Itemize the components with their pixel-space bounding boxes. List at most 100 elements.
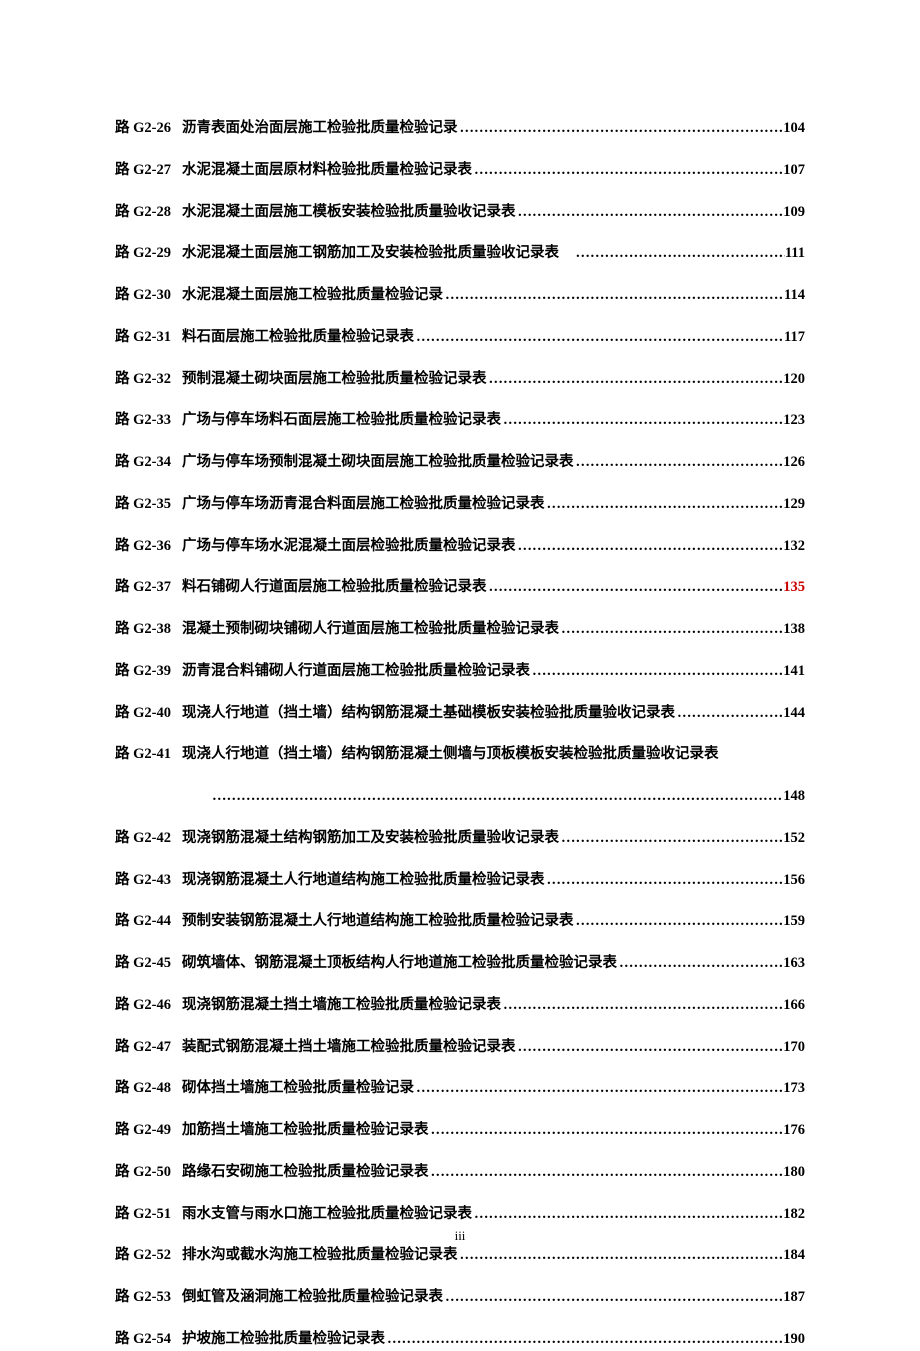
entry-code: 路 G2-31 [115,327,182,349]
entry-title: 料石铺砌人行道面层施工检验批质量检验记录表 [182,577,487,599]
entry-leader-dots: …………………………………………………………………………………………………………… [443,1287,783,1309]
toc-entry: 路 G2-49加筋挡土墙施工检验批质量检验记录表…………………………………………… [115,1120,805,1142]
entry-leader-dots: …………………………………………………………………………………………………………… [559,619,783,641]
toc-entry: 路 G2-43现浇钢筋混凝土人行地道结构施工检验批质量检验记录表……………………… [115,870,805,892]
toc-entry: 路 G2-38混凝土预制砌块铺砌人行道面层施工检验批质量检验记录表…………………… [115,619,805,641]
page-footer-number: iii [0,1228,920,1244]
entry-page-number: 104 [783,118,805,140]
toc-entry: 路 G2-42现浇钢筋混凝土结构钢筋加工及安装检验批质量验收记录表…………………… [115,828,805,850]
toc-entry: 路 G2-40现浇人行地道（挡土墙）结构钢筋混凝土基础模板安装检验批质量验收记录… [115,703,805,725]
entry-leader-dots: …………………………………………………………………………………………………………… [428,1120,783,1142]
toc-entry: 路 G2-31料石面层施工检验批质量检验记录表……………………………………………… [115,327,805,349]
entry-page-number: 123 [783,410,805,432]
toc-entry: 路 G2-45砌筑墙体、钢筋混凝土顶板结构人行地道施工检验批质量检验记录表………… [115,953,805,975]
entry-page-number: 114 [784,285,805,307]
entry-code: 路 G2-37 [115,577,182,599]
entry-leader-dots: …………………………………………………………………………………………………………… [501,410,783,432]
entry-code: 路 G2-45 [115,953,182,975]
entry-page-number: 107 [783,160,805,182]
entry-title: 预制混凝土砌块面层施工检验批质量检验记录表 [182,369,487,391]
toc-entry: 路 G2-48砌体挡土墙施工检验批质量检验记录……………………………………………… [115,1078,805,1100]
entry-page-number: 190 [783,1329,805,1351]
entry-leader-dots: …………………………………………………………………………………………………………… [457,1245,783,1267]
entry-title: 广场与停车场沥青混合料面层施工检验批质量检验记录表 [182,494,545,516]
toc-entry: 路 G2-26沥青表面处治面层施工检验批质量检验记录……………………………………… [115,118,805,140]
toc-entry: 路 G2-46现浇钢筋混凝土挡土墙施工检验批质量检验记录表……………………………… [115,995,805,1017]
entry-leader-dots: …………………………………………………………………………………………………………… [472,1204,783,1226]
entry-title: 水泥混凝土面层施工钢筋加工及安装检验批质量验收记录表 [182,243,574,265]
entry-code: 路 G2-43 [115,870,182,892]
entry-leader-dots: …………………………………………………………………………………………………………… [530,661,783,683]
entry-leader-dots: …………………………………………………………………………………………………………… [515,536,783,558]
entry-page-number: 166 [783,995,805,1017]
toc-entry: 路 G2-35广场与停车场沥青混合料面层施工检验批质量检验记录表……………………… [115,494,805,516]
entry-code: 路 G2-26 [115,118,182,140]
entry-page-number: 152 [783,828,805,850]
entry-page-number: 182 [783,1204,805,1226]
entry-page-number: 173 [783,1078,805,1100]
entry-page-number: 129 [783,494,805,516]
entry-code: 路 G2-44 [115,911,182,933]
entry-leader-dots: …………………………………………………………………………………………………………… [573,452,783,474]
entry-leader-dots: …………………………………………………………………………………………………………… [428,1162,783,1184]
entry-code: 路 G2-32 [115,369,182,391]
entry-code: 路 G2-28 [115,202,182,224]
entry-code: 路 G2-27 [115,160,182,182]
entry-leader-dots: …………………………………………………………………………………………………………… [515,202,783,224]
entry-page-number: 148 [783,786,805,808]
entry-code: 路 G2-40 [115,703,182,725]
entry-leader-dots: …………………………………………………………………………………………………………… [573,243,784,265]
entry-leader-dots: …………………………………………………………………………………………………………… [486,577,783,599]
toc-entry: 路 G2-52排水沟或截水沟施工检验批质量检验记录表……………………………………… [115,1245,805,1267]
entry-code: 路 G2-33 [115,410,182,432]
entry-code: 路 G2-38 [115,619,182,641]
entry-code: 路 G2-52 [115,1245,182,1267]
toc-entry: 路 G2-36广场与停车场水泥混凝土面层检验批质量检验记录表…………………………… [115,536,805,558]
entry-title: 护坡施工检验批质量检验记录表 [182,1329,385,1351]
entry-page-number: 109 [783,202,805,224]
toc-entry: 路 G2-54护坡施工检验批质量检验记录表…………………………………………………… [115,1329,805,1351]
entry-code: 路 G2-49 [115,1120,182,1142]
toc-entry: 路 G2-30水泥混凝土面层施工检验批质量检验记录………………………………………… [115,285,805,307]
entry-leader-dots: …………………………………………………………………………………………………………… [385,1329,783,1351]
entry-page-number: 126 [783,452,805,474]
toc-entry: 路 G2-32预制混凝土砌块面层施工检验批质量检验记录表………………………………… [115,369,805,391]
entry-page-number: 159 [783,911,805,933]
entry-leader-dots: …………………………………………………………………………………………………………… [472,160,783,182]
entry-title: 现浇钢筋混凝土结构钢筋加工及安装检验批质量验收记录表 [182,828,559,850]
entry-code: 路 G2-29 [115,243,182,265]
entry-page-number: 163 [783,953,805,975]
toc-entry: 路 G2-53倒虹管及涵洞施工检验批质量检验记录表………………………………………… [115,1287,805,1309]
entry-title: 预制安装钢筋混凝土人行地道结构施工检验批质量检验记录表 [182,911,574,933]
entry-title: 砌筑墙体、钢筋混凝土顶板结构人行地道施工检验批质量检验记录表 [182,953,617,975]
entry-leader-dots: …………………………………………………………………………………………………………… [573,911,783,933]
entry-leader-dots: …………………………………………………………………………………………………………… [675,703,783,725]
entry-leader-dots: …………………………………………………………………………………………………………… [486,369,783,391]
entry-leader-dots: …………………………………………………………………………………………………………… [515,1037,783,1059]
entry-page-number: 120 [783,369,805,391]
entry-title: 倒虹管及涵洞施工检验批质量检验记录表 [182,1287,443,1309]
entry-code: 路 G2-41 [115,744,182,766]
entry-title: 加筋挡土墙施工检验批质量检验记录表 [182,1120,429,1142]
entry-title: 排水沟或截水沟施工检验批质量检验记录表 [182,1245,458,1267]
entry-page-number: 135 [783,577,805,599]
entry-page-number: 180 [783,1162,805,1184]
entry-code: 路 G2-39 [115,661,182,683]
entry-code: 路 G2-46 [115,995,182,1017]
entry-title: 水泥混凝土面层施工模板安装检验批质量验收记录表 [182,202,516,224]
entry-leader-dots: …………………………………………………………………………………………………………… [443,285,784,307]
entry-leader-dots: …………………………………………………………………………………………………………… [457,118,783,140]
entry-code: 路 G2-34 [115,452,182,474]
toc-entry: 路 G2-37料石铺砌人行道面层施工检验批质量检验记录表………………………………… [115,577,805,599]
entry-title: 沥青混合料铺砌人行道面层施工检验批质量检验记录表 [182,661,530,683]
entry-code: 路 G2-51 [115,1204,182,1226]
toc-entry: 路 G2-28水泥混凝土面层施工模板安装检验批质量验收记录表…………………………… [115,202,805,224]
entry-leader-dots: …………………………………………………………………………………………………………… [617,953,783,975]
entry-page-number: 111 [785,243,805,265]
entry-title: 广场与停车场料石面层施工检验批质量检验记录表 [182,410,501,432]
toc-entry: 路 G2-50路缘石安砌施工检验批质量检验记录表…………………………………………… [115,1162,805,1184]
entry-title: 水泥混凝土面层施工检验批质量检验记录 [182,285,443,307]
entry-leader-dots: …………………………………………………………………………………………………………… [544,870,783,892]
entry-code: 路 G2-36 [115,536,182,558]
entry-title: 沥青表面处治面层施工检验批质量检验记录 [182,118,458,140]
